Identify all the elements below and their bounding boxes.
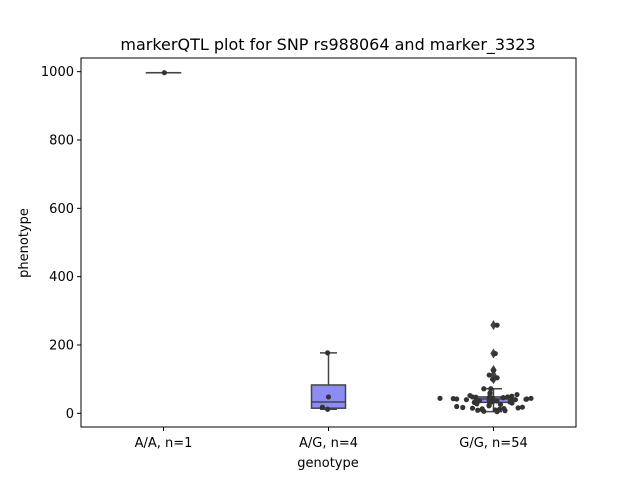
data-point bbox=[514, 391, 520, 398]
data-point bbox=[528, 395, 534, 401]
data-point bbox=[524, 396, 530, 402]
data-point bbox=[463, 397, 469, 403]
y-tick-label: 800 bbox=[49, 134, 74, 149]
y-tick-label: 600 bbox=[49, 202, 74, 217]
data-point bbox=[487, 390, 493, 396]
chart-title: markerQTL plot for SNP rs988064 and mark… bbox=[120, 35, 535, 55]
data-point bbox=[490, 376, 496, 382]
y-tick-label: 200 bbox=[49, 339, 74, 354]
y-axis-title: phenotype bbox=[17, 208, 32, 278]
data-point bbox=[486, 395, 492, 401]
data-point bbox=[481, 386, 487, 392]
y-tick-label: 1000 bbox=[41, 65, 74, 80]
data-point bbox=[437, 395, 443, 401]
data-point bbox=[509, 393, 515, 399]
data-point bbox=[486, 398, 492, 404]
x-axis: A/A, n=1 A/G, n=4 G/G, n=54 bbox=[135, 427, 528, 451]
data-point bbox=[325, 394, 332, 400]
y-tick-label: 400 bbox=[49, 270, 74, 285]
data-point bbox=[497, 406, 503, 412]
data-point bbox=[500, 395, 506, 401]
data-point bbox=[486, 372, 492, 378]
data-point bbox=[508, 397, 514, 403]
points-layer bbox=[161, 70, 534, 415]
data-point bbox=[479, 406, 485, 412]
data-point bbox=[494, 398, 500, 404]
data-point bbox=[494, 322, 500, 328]
data-point bbox=[467, 392, 473, 399]
x-tick-label: A/G, n=4 bbox=[299, 436, 358, 451]
data-point bbox=[490, 368, 497, 374]
data-point bbox=[325, 406, 331, 412]
data-point bbox=[319, 404, 325, 410]
data-point bbox=[504, 394, 511, 400]
x-tick-label: A/A, n=1 bbox=[135, 436, 193, 451]
data-point bbox=[515, 405, 521, 411]
data-point bbox=[519, 404, 526, 410]
x-tick-label: G/G, n=54 bbox=[459, 436, 527, 451]
data-point bbox=[494, 375, 500, 381]
data-point bbox=[450, 396, 456, 402]
data-point bbox=[512, 397, 519, 403]
x-axis-title: genotype bbox=[297, 456, 358, 471]
data-point bbox=[501, 405, 507, 412]
y-axis: 0 200 400 600 800 1000 bbox=[41, 65, 81, 422]
data-point bbox=[475, 407, 481, 413]
data-point bbox=[486, 402, 492, 408]
data-point bbox=[161, 70, 167, 76]
plot-frame bbox=[80, 57, 577, 428]
data-point bbox=[325, 350, 331, 356]
data-point bbox=[488, 386, 494, 392]
data-point bbox=[492, 407, 498, 413]
data-point bbox=[492, 350, 498, 357]
y-tick-label: 0 bbox=[66, 407, 74, 422]
outlier-marker bbox=[490, 320, 497, 331]
data-point bbox=[497, 401, 504, 408]
data-point bbox=[469, 405, 476, 411]
data-point bbox=[460, 404, 466, 411]
data-point bbox=[454, 403, 460, 410]
